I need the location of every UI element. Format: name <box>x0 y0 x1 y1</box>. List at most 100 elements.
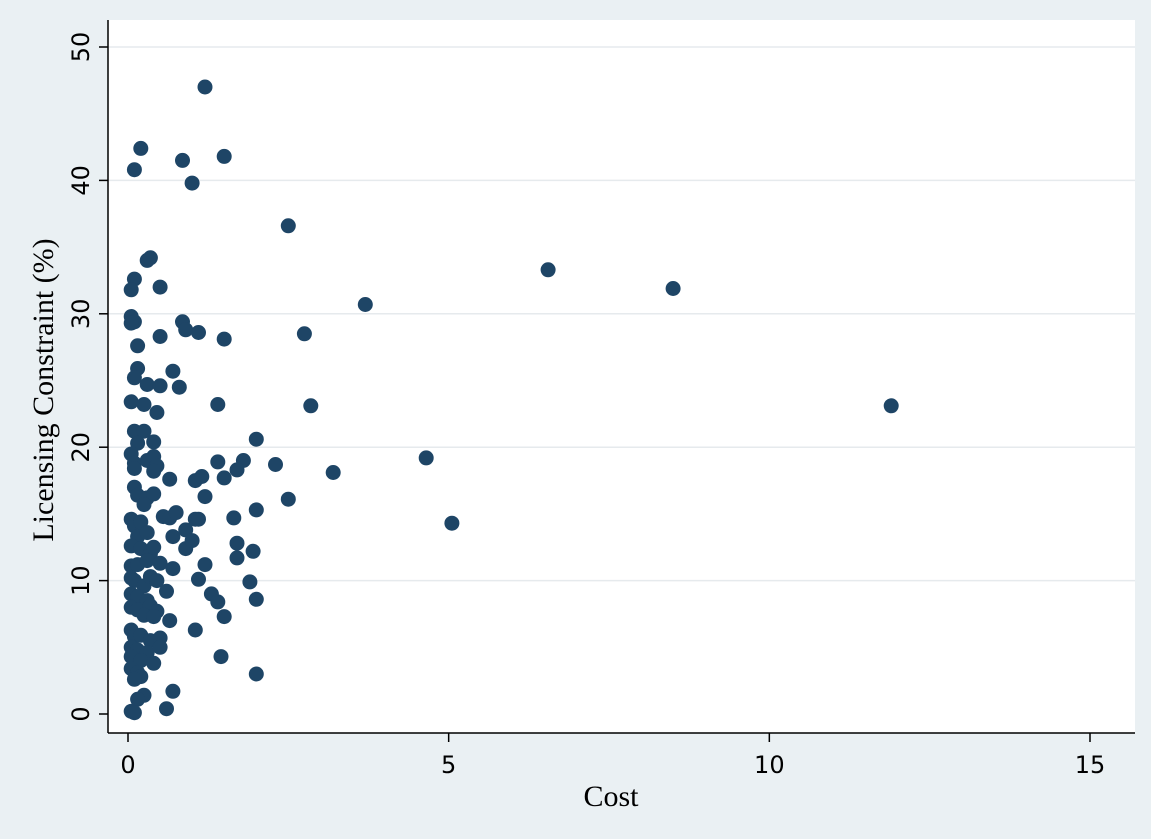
data-point <box>146 463 162 479</box>
data-point <box>165 529 181 545</box>
x-axis-title: Cost <box>583 780 639 813</box>
data-point <box>191 571 206 587</box>
data-point <box>175 152 190 168</box>
data-point <box>229 462 245 478</box>
gridlines <box>108 46 1135 582</box>
data-point <box>213 649 229 665</box>
data-point <box>146 655 162 671</box>
data-point <box>280 491 296 507</box>
data-point <box>123 394 139 410</box>
data-point <box>123 282 139 298</box>
data-point <box>197 79 213 95</box>
axes <box>99 20 1135 742</box>
data-point <box>357 297 373 312</box>
y-tick-label-20: 20 <box>67 432 95 463</box>
data-point <box>126 370 142 386</box>
data-points <box>123 79 899 721</box>
data-point <box>197 489 213 505</box>
data-point <box>126 461 142 476</box>
data-point <box>136 397 152 412</box>
data-point <box>197 557 213 573</box>
y-tick-label-50: 50 <box>67 32 95 63</box>
data-point <box>126 671 142 687</box>
data-point <box>248 666 264 682</box>
y-tick-label-10: 10 <box>67 565 95 596</box>
data-point <box>146 434 162 450</box>
data-point <box>303 398 319 414</box>
data-point <box>162 471 178 487</box>
data-point <box>226 510 242 526</box>
data-point <box>152 329 168 344</box>
data-point <box>296 326 312 342</box>
data-point <box>165 363 181 379</box>
data-point <box>216 331 232 347</box>
data-point <box>210 397 226 412</box>
data-point <box>165 561 181 577</box>
data-point <box>123 315 139 331</box>
data-point <box>248 502 264 518</box>
data-point <box>139 553 155 569</box>
data-point <box>168 505 184 521</box>
data-point <box>130 338 146 354</box>
data-point <box>444 515 460 531</box>
data-point <box>139 525 155 541</box>
data-point <box>146 609 162 625</box>
data-point <box>229 550 245 566</box>
data-point <box>152 378 168 394</box>
data-point <box>136 423 152 439</box>
data-point <box>194 469 210 484</box>
data-point <box>152 555 168 571</box>
data-point <box>242 574 258 590</box>
data-point <box>325 465 341 480</box>
data-point <box>210 594 226 610</box>
data-point <box>126 162 142 178</box>
data-point <box>130 691 146 707</box>
data-point <box>210 454 226 470</box>
data-point <box>165 683 181 699</box>
data-point <box>883 398 899 414</box>
data-point <box>139 377 155 392</box>
data-point <box>248 591 264 607</box>
data-point <box>187 622 203 638</box>
data-point <box>152 279 168 295</box>
x-tick-label-15: 15 <box>1075 751 1106 779</box>
data-point <box>136 497 152 513</box>
data-point <box>229 535 245 551</box>
data-point <box>171 379 187 395</box>
data-point <box>268 457 283 472</box>
data-point <box>146 486 162 502</box>
plot-area <box>108 20 1135 733</box>
data-point <box>159 701 174 717</box>
data-point <box>540 262 556 278</box>
data-point <box>178 322 194 338</box>
data-point <box>184 175 200 191</box>
data-point <box>665 281 681 296</box>
data-point <box>248 431 264 447</box>
data-point <box>149 573 165 589</box>
data-point <box>149 405 165 420</box>
data-point <box>126 705 142 721</box>
data-point <box>133 140 149 156</box>
y-tick-label-0: 0 <box>67 706 95 721</box>
y-tick-label-30: 30 <box>67 299 95 330</box>
tick-labels: 0 10 20 30 40 50 0 5 10 15 <box>67 32 1105 779</box>
data-point <box>245 543 261 559</box>
x-tick-label-5: 5 <box>441 751 456 779</box>
data-point <box>418 450 434 466</box>
data-point <box>216 470 232 486</box>
y-axis-title: Licensing Constraint (%) <box>27 238 60 541</box>
data-point <box>159 583 174 599</box>
data-point <box>152 639 168 655</box>
x-tick-label-10: 10 <box>754 751 785 779</box>
data-point <box>280 218 296 234</box>
data-point <box>184 533 200 549</box>
data-point <box>162 613 178 629</box>
data-point <box>191 511 206 527</box>
y-tick-label-40: 40 <box>67 165 95 196</box>
data-point <box>142 250 158 266</box>
data-point <box>146 539 162 555</box>
data-point <box>216 609 232 625</box>
data-point <box>216 148 232 164</box>
x-tick-label-0: 0 <box>120 751 135 779</box>
